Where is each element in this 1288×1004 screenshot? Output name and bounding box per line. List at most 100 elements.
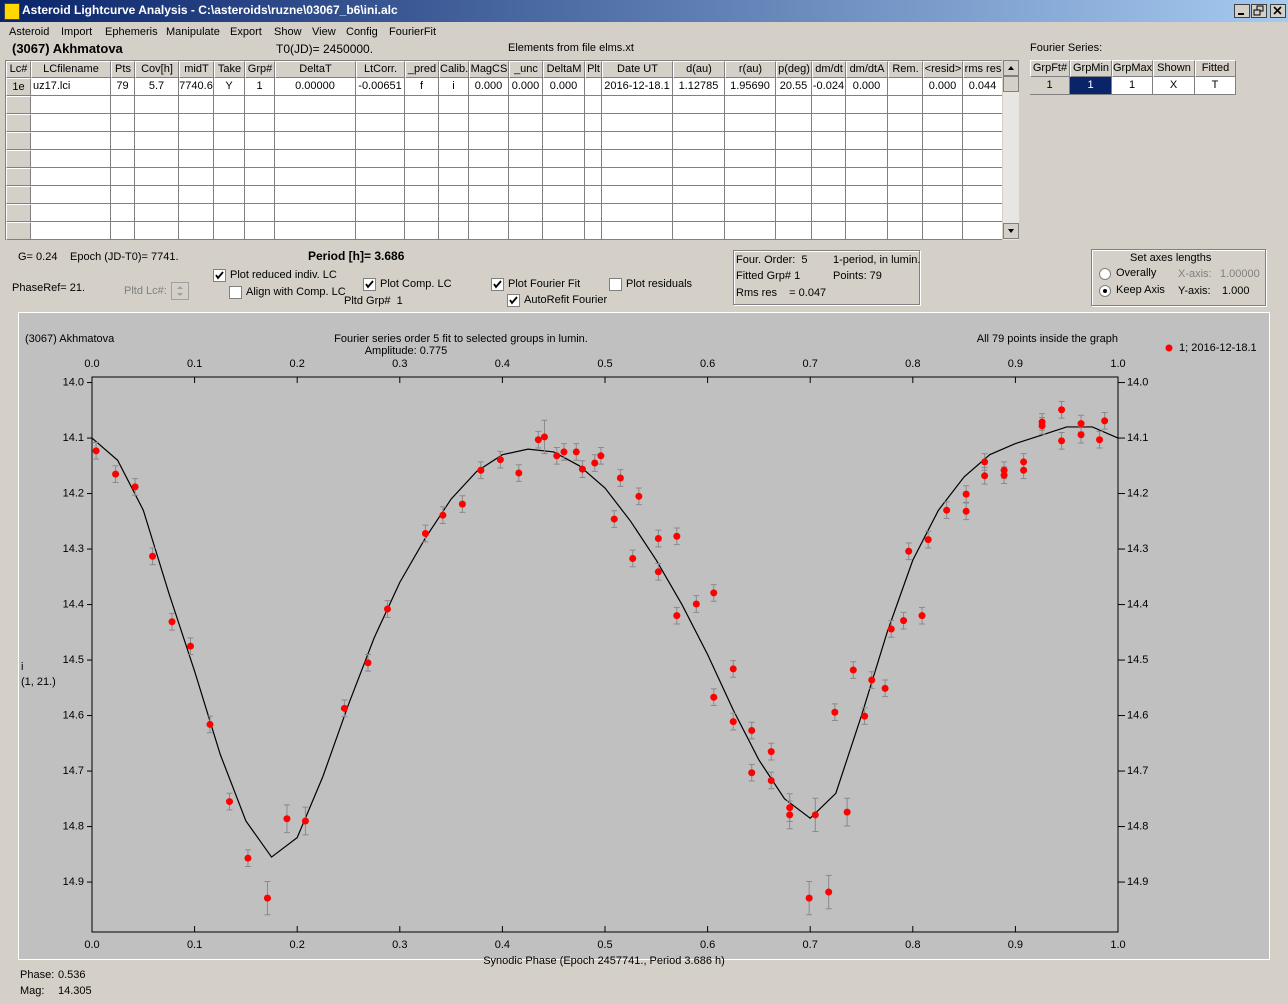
scrollbar[interactable] <box>1002 60 1019 240</box>
cell[interactable] <box>356 168 405 186</box>
cell[interactable] <box>776 186 812 204</box>
column-header[interactable]: _unc <box>509 61 543 78</box>
cell[interactable] <box>585 114 602 132</box>
cell[interactable] <box>923 132 963 150</box>
column-header[interactable]: DeltaM <box>543 61 585 78</box>
cell[interactable] <box>725 222 776 240</box>
cell[interactable] <box>111 168 135 186</box>
cell[interactable] <box>812 204 846 222</box>
row-header[interactable] <box>6 132 31 150</box>
column-header[interactable]: LtCorr. <box>356 61 405 78</box>
cell[interactable] <box>214 186 245 204</box>
cell[interactable]: 20.55 <box>776 78 812 96</box>
checkbox[interactable] <box>363 278 376 291</box>
cell[interactable] <box>356 222 405 240</box>
cell[interactable] <box>602 222 673 240</box>
row-header[interactable] <box>6 114 31 132</box>
row-header[interactable] <box>6 204 31 222</box>
cell[interactable] <box>776 168 812 186</box>
cell[interactable] <box>673 204 725 222</box>
cell[interactable] <box>135 204 179 222</box>
cell[interactable] <box>673 186 725 204</box>
column-header[interactable]: Pts <box>111 61 135 78</box>
cell[interactable]: 1 <box>1112 77 1153 95</box>
cell[interactable] <box>888 114 923 132</box>
scroll-down[interactable] <box>1003 223 1019 239</box>
checkbox-label[interactable]: AutoRefit Fourier <box>524 294 608 306</box>
cell[interactable] <box>111 204 135 222</box>
close-button[interactable] <box>1270 4 1286 18</box>
checkbox[interactable] <box>609 278 622 291</box>
cell[interactable] <box>585 168 602 186</box>
cell[interactable]: 0.044 <box>963 78 1003 96</box>
column-header[interactable]: d(au) <box>673 61 725 78</box>
cell[interactable] <box>356 114 405 132</box>
cell[interactable]: -0.024 <box>812 78 846 96</box>
checkbox[interactable] <box>507 294 520 307</box>
cell[interactable] <box>602 204 673 222</box>
scroll-up[interactable] <box>1003 60 1019 76</box>
cell[interactable] <box>602 150 673 168</box>
cell[interactable]: 0.000 <box>846 78 888 96</box>
column-header[interactable]: dm/dt <box>812 61 846 78</box>
cell[interactable] <box>673 114 725 132</box>
cell[interactable]: i <box>439 78 469 96</box>
cell[interactable] <box>405 150 439 168</box>
cell[interactable] <box>275 222 356 240</box>
cell[interactable] <box>111 114 135 132</box>
cell[interactable] <box>888 78 923 96</box>
cell[interactable] <box>923 168 963 186</box>
column-header[interactable]: dm/dtA <box>846 61 888 78</box>
cell[interactable]: 1 <box>1070 77 1112 95</box>
cell[interactable] <box>179 132 214 150</box>
cell[interactable] <box>543 150 585 168</box>
cell[interactable] <box>469 132 509 150</box>
checkbox[interactable] <box>213 269 226 282</box>
cell[interactable] <box>585 96 602 114</box>
cell[interactable] <box>543 204 585 222</box>
cell[interactable] <box>923 96 963 114</box>
row-header[interactable] <box>6 96 31 114</box>
row-header[interactable] <box>6 150 31 168</box>
cell[interactable] <box>245 186 275 204</box>
cell[interactable] <box>31 168 111 186</box>
cell[interactable] <box>439 150 469 168</box>
cell[interactable] <box>923 150 963 168</box>
cell[interactable] <box>923 186 963 204</box>
cell[interactable] <box>963 114 1003 132</box>
row-header[interactable] <box>6 168 31 186</box>
cell[interactable]: X <box>1153 77 1195 95</box>
row-header[interactable] <box>6 222 31 240</box>
cell[interactable] <box>846 114 888 132</box>
cell[interactable] <box>725 186 776 204</box>
cell[interactable] <box>214 168 245 186</box>
cell[interactable]: 0.00000 <box>275 78 356 96</box>
cell[interactable] <box>275 114 356 132</box>
cell[interactable] <box>469 168 509 186</box>
menu-item[interactable]: Export <box>230 26 262 38</box>
cell[interactable] <box>135 114 179 132</box>
cell[interactable] <box>111 132 135 150</box>
cell[interactable] <box>469 150 509 168</box>
cell[interactable] <box>356 186 405 204</box>
menu-item[interactable]: Show <box>274 26 302 38</box>
cell[interactable] <box>179 222 214 240</box>
cell[interactable] <box>602 168 673 186</box>
cell[interactable] <box>923 204 963 222</box>
cell[interactable] <box>725 204 776 222</box>
cell[interactable] <box>179 204 214 222</box>
column-header[interactable]: p(deg) <box>776 61 812 78</box>
column-header[interactable]: midT <box>179 61 214 78</box>
cell[interactable] <box>405 222 439 240</box>
cell[interactable] <box>602 186 673 204</box>
cell[interactable] <box>963 96 1003 114</box>
cell[interactable] <box>405 186 439 204</box>
column-header[interactable]: _pred <box>405 61 439 78</box>
checkbox-label[interactable]: Plot reduced indiv. LC <box>230 269 337 281</box>
cell[interactable] <box>439 132 469 150</box>
cell[interactable] <box>214 222 245 240</box>
cell[interactable] <box>405 204 439 222</box>
cell[interactable] <box>543 132 585 150</box>
cell[interactable] <box>275 168 356 186</box>
cell[interactable] <box>923 114 963 132</box>
